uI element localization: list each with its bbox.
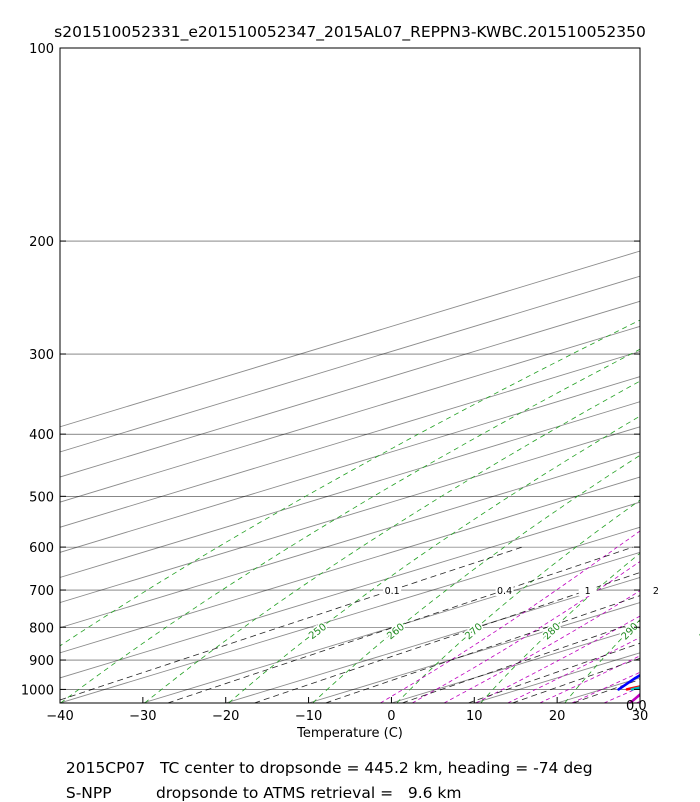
mixing-ratio-label-bg xyxy=(495,584,514,597)
caption-text-2: dropsonde to ATMS retrieval = 9.6 km xyxy=(155,784,462,802)
moist-adiabat-line xyxy=(412,560,640,703)
mixing-ratio-label-bg xyxy=(578,584,597,597)
mixing-ratio-label: 0.4 xyxy=(497,586,512,597)
y-tick-label: 900 xyxy=(29,654,54,669)
isotherm-line xyxy=(60,250,640,428)
x-axis-label: Temperature (C) xyxy=(296,726,403,741)
y-tick-label: 100 xyxy=(29,42,54,57)
corner-label: 0.0 xyxy=(626,699,647,714)
chart-title: s201510052331_e201510052347_2015AL07_REP… xyxy=(54,23,646,42)
dry-adiabat-line xyxy=(649,48,700,703)
moist-adiabat-line xyxy=(443,590,640,703)
moist-adiabat-line xyxy=(636,700,640,703)
y-tick-label: 200 xyxy=(29,235,54,250)
moist-adiabat-line xyxy=(539,655,640,703)
x-tick-label: −20 xyxy=(212,709,239,724)
x-tick-label: −30 xyxy=(129,709,156,724)
y-tick-label: 1000 xyxy=(21,683,54,698)
mixing-ratio-line xyxy=(167,546,634,703)
x-tick-label: 10 xyxy=(466,709,483,724)
x-tick-label: −10 xyxy=(295,709,322,724)
caption-label-1: 2015CP07 xyxy=(65,759,146,777)
y-tick-label: 600 xyxy=(29,541,54,556)
caption-text-1: TC center to dropsonde = 445.2 km, headi… xyxy=(159,759,593,777)
background-lines xyxy=(60,48,700,703)
mixing-ratio-line xyxy=(254,572,640,703)
x-tick-label: −40 xyxy=(46,709,73,724)
y-tick-label: 800 xyxy=(29,621,54,636)
isotherm-line xyxy=(60,451,640,629)
mixing-ratio-label-bg xyxy=(383,584,402,597)
y-tick-label: 400 xyxy=(29,428,54,443)
x-tick-label: 20 xyxy=(549,709,566,724)
mixing-ratio-label-bg xyxy=(646,584,665,597)
isotherm-line xyxy=(60,501,640,679)
y-tick-label: 300 xyxy=(29,348,54,363)
moist-adiabat-line xyxy=(380,530,640,703)
isotherm-line xyxy=(60,426,640,604)
isotherm-line xyxy=(60,351,640,528)
y-tick-label: 500 xyxy=(29,490,54,505)
mixing-ratio-label: 1 xyxy=(585,586,591,597)
isotherm-line xyxy=(60,300,640,478)
mixing-ratio-line xyxy=(325,595,640,703)
relative-humidity-trace-line xyxy=(630,686,640,691)
caption-line-1: 2015CP07 TC center to dropsonde = 445.2 … xyxy=(56,741,593,777)
caption-label-2: S-NPP xyxy=(65,784,112,802)
axes: −40 −30 −20 −10 0 10 20 30 100 200 300 400 500 600 700… xyxy=(21,42,648,724)
dry-adiabat-line xyxy=(396,499,640,703)
moist-adiabat-line xyxy=(669,170,700,703)
x-tick-label: 30 xyxy=(632,709,649,724)
isotherm-line xyxy=(60,476,640,654)
mixing-ratio-label: 2 xyxy=(653,586,659,597)
y-tick-label: 700 xyxy=(29,584,54,599)
moist-adiabat-line xyxy=(507,636,640,703)
plot-area xyxy=(60,48,640,703)
moist-adiabat-line xyxy=(475,615,640,703)
isotherm-line xyxy=(60,325,640,503)
isotherm-line xyxy=(60,526,640,703)
dry-adiabat-line xyxy=(60,319,640,647)
parcel-line xyxy=(628,692,640,703)
caption-line-2: S-NPP dropsonde to ATMS retrieval = 9.6 … xyxy=(56,766,462,802)
isotherm-line xyxy=(60,275,640,453)
plot-frame xyxy=(59,47,641,704)
mixing-ratio-line xyxy=(60,546,523,701)
dry-adiabat-line xyxy=(144,380,640,703)
dry-adiabat-line xyxy=(60,348,640,703)
mixing-ratio-label: 0.1 xyxy=(385,586,400,597)
x-tick-label: 0 xyxy=(387,709,395,724)
isotherm-line xyxy=(639,702,640,703)
